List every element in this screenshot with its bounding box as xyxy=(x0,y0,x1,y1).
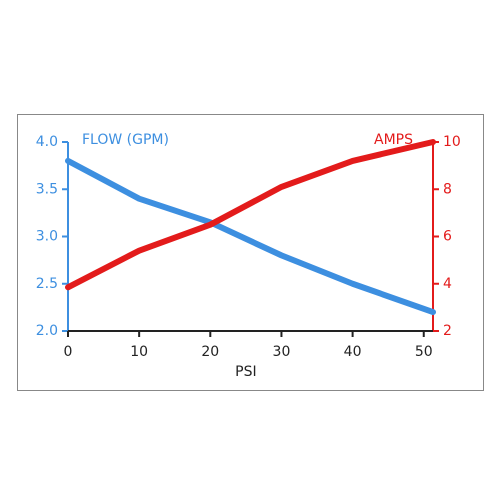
y2-tick-label: 2 xyxy=(443,323,452,339)
y-tick-label: 3.0 xyxy=(36,229,58,245)
legend-label: AMPS xyxy=(374,132,413,148)
x-axis-label: PSI xyxy=(235,364,256,380)
x-tick-label: 40 xyxy=(344,344,362,360)
x-tick-label: 0 xyxy=(64,344,73,360)
data-line xyxy=(65,157,436,316)
x-tick-label: 30 xyxy=(273,344,291,360)
y-tick-label: 4.0 xyxy=(36,134,58,150)
data-line xyxy=(65,139,436,291)
y-tick-label: 3.5 xyxy=(36,181,58,197)
chart-frame xyxy=(17,114,484,391)
y2-tick-label: 6 xyxy=(443,229,452,245)
x-tick-label: 50 xyxy=(415,344,433,360)
y2-tick-label: 8 xyxy=(443,181,452,197)
y2-tick-label: 4 xyxy=(443,276,452,292)
y-tick-label: 2.5 xyxy=(36,276,58,292)
x-tick-label: 10 xyxy=(130,344,148,360)
x-tick-label: 20 xyxy=(201,344,219,360)
legend-label: FLOW (GPM) xyxy=(82,132,169,148)
y2-tick-label: 10 xyxy=(443,134,461,150)
y-tick-label: 2.0 xyxy=(36,323,58,339)
